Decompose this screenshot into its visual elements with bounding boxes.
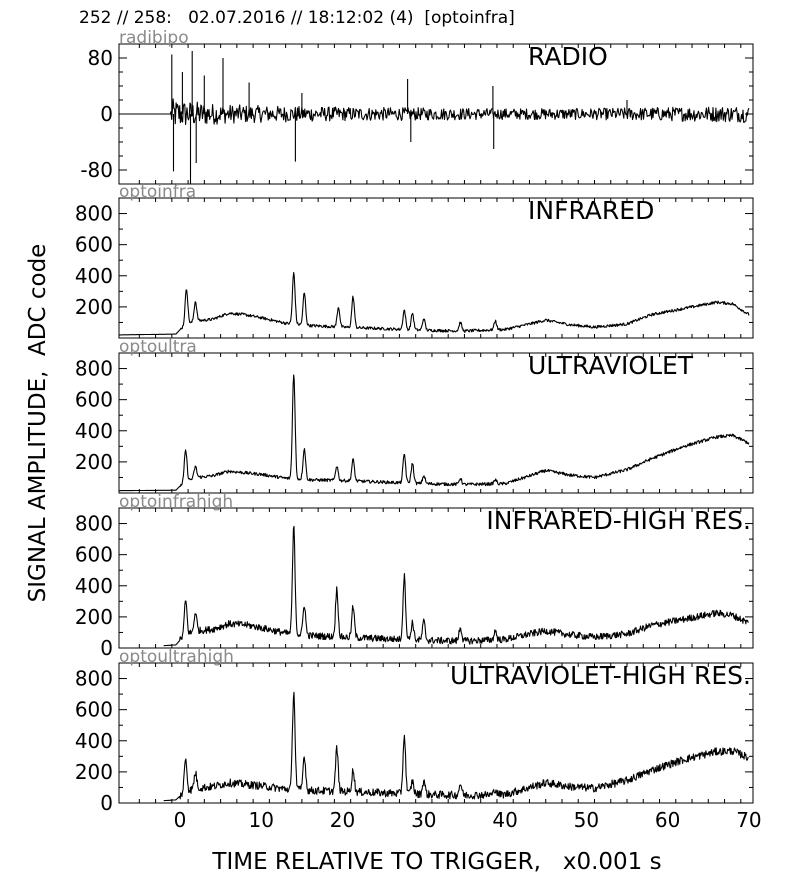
panel-radibipo-y-tick-label: -80	[80, 158, 113, 182]
panel-optoinfrahigh-series-line	[163, 525, 749, 647]
panel-optoultrahigh-series-line	[163, 691, 749, 802]
x-tick-label: 50	[574, 808, 599, 832]
panel-optoinfrahigh-y-tick-label: 200	[75, 605, 113, 629]
x-tick-label: 60	[655, 808, 680, 832]
panel-optoultra-y-tick-label: 600	[75, 388, 113, 412]
x-tick-label: 40	[492, 808, 517, 832]
panel-optoultra-title: ULTRAVIOLET	[528, 351, 694, 380]
panel-optoinfra-series-line	[119, 271, 750, 336]
panel-optoultrahigh-y-tick-label: 800	[75, 667, 113, 691]
panel-optoinfrahigh-y-tick-label: 400	[75, 574, 113, 598]
panel-optoultra-y-tick-label: 800	[75, 357, 113, 381]
chart-header: 252 // 258: 02.07.2016 // 18:12:02 (4) […	[79, 8, 515, 28]
panel-optoinfrahigh-channel-label: optoinfrahigh	[119, 492, 233, 512]
panel-optoultra-y-tick-label: 200	[75, 450, 113, 474]
panel-optoinfrahigh-y-tick-label: 800	[75, 512, 113, 536]
panel-optoinfrahigh-title: INFRARED-HIGH RES.	[486, 506, 751, 535]
x-tick-label: 0	[174, 808, 187, 832]
panel-optoultra-frame	[118, 352, 754, 494]
panel-optoinfra-title: INFRARED	[528, 196, 654, 225]
panel-optoultra-y-tick-label: 400	[75, 419, 113, 443]
x-tick-label: 70	[736, 808, 761, 832]
panel-radibipo-y-tick-label: 0	[100, 102, 113, 126]
panel-radibipo-channel-label: radibipo	[119, 28, 189, 48]
panel-optoinfrahigh-y-tick-label: 600	[75, 543, 113, 567]
x-tick-label: 30	[411, 808, 436, 832]
x-tick-label: 10	[249, 808, 274, 832]
panel-optoinfra-channel-label: optoinfra	[119, 182, 196, 202]
panel-optoinfrahigh-frame	[118, 507, 754, 649]
panel-optoultrahigh-frame	[118, 662, 754, 804]
panel-optoinfra-frame	[118, 197, 754, 339]
panel-optoultrahigh-y-tick-label: 600	[75, 698, 113, 722]
x-axis-label: TIME RELATIVE TO TRIGGER, x0.001 s	[212, 849, 662, 875]
panel-radibipo-series-line	[119, 51, 750, 184]
panel-optoinfra-y-tick-label: 200	[75, 295, 113, 319]
panel-optoultrahigh-channel-label: optoultrahigh	[119, 647, 234, 667]
panel-optoultra-series-line	[119, 374, 750, 492]
x-tick-label: 20	[330, 808, 355, 832]
panel-optoinfrahigh-y-tick-label: 0	[100, 636, 113, 660]
panel-optoultrahigh-title: ULTRAVIOLET-HIGH RES.	[450, 661, 751, 690]
panel-optoultra-channel-label: optoultra	[119, 337, 197, 357]
panel-optoultrahigh-y-tick-label: 0	[100, 791, 113, 815]
panel-optoultrahigh-y-tick-label: 400	[75, 729, 113, 753]
panel-optoinfra-y-tick-label: 600	[75, 233, 113, 257]
panel-optoultrahigh-y-tick-label: 200	[75, 760, 113, 784]
panel-radibipo-title: RADIO	[528, 42, 608, 71]
panel-radibipo-y-tick-label: 80	[88, 46, 113, 70]
panel-optoinfra-y-tick-label: 800	[75, 202, 113, 226]
panel-optoinfra-y-tick-label: 400	[75, 264, 113, 288]
